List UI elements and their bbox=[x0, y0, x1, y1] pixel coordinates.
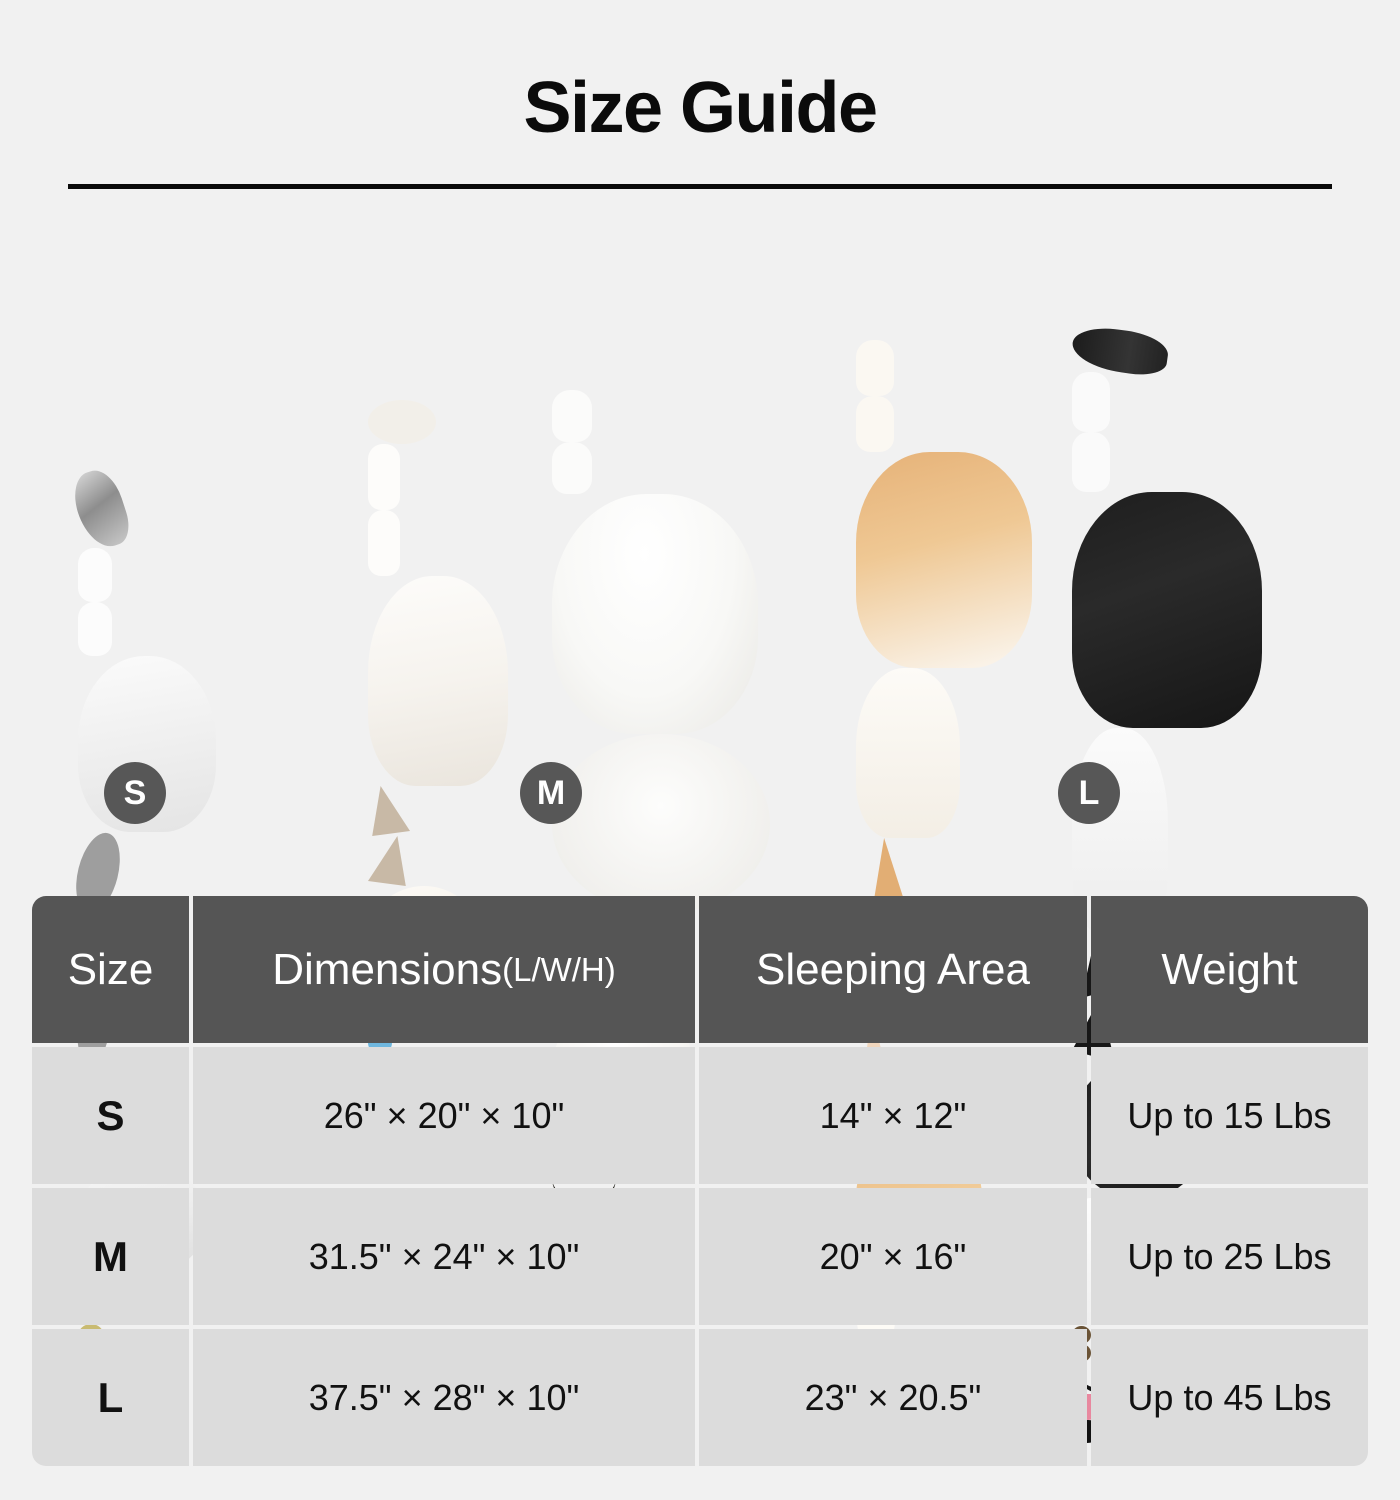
cell-size: M bbox=[32, 1188, 189, 1325]
pomeranian-body bbox=[552, 494, 758, 734]
collie-foreleg-left bbox=[1072, 372, 1110, 432]
table-row: L 37.5" × 28" × 10" 23" × 20.5" Up to 45… bbox=[32, 1329, 1368, 1466]
column-header-size: Size bbox=[32, 896, 189, 1043]
tabby-cat-illustration bbox=[67, 464, 278, 1391]
page-title: Size Guide bbox=[523, 68, 878, 148]
ragdoll-tail bbox=[368, 400, 436, 444]
cat-tail bbox=[67, 464, 135, 554]
size-badge-m: M bbox=[520, 762, 582, 824]
size-badge-s: S bbox=[104, 762, 166, 824]
cell-size: L bbox=[32, 1329, 189, 1466]
corgi-foreleg-left bbox=[856, 340, 894, 396]
collie-body bbox=[1072, 492, 1262, 728]
cat-foreleg-left bbox=[78, 548, 112, 602]
cell-dimensions: 37.5" × 28" × 10" bbox=[193, 1329, 695, 1466]
cell-sleeping-area: 20" × 16" bbox=[699, 1188, 1087, 1325]
ragdoll-ear-right bbox=[368, 836, 406, 886]
ragdoll-body bbox=[368, 576, 508, 786]
title-divider bbox=[68, 184, 1332, 189]
cell-sleeping-area: 14" × 12" bbox=[699, 1047, 1087, 1184]
column-header-dimensions: Dimensions (L/W/H) bbox=[193, 896, 695, 1043]
column-header-sleeping-area: Sleeping Area bbox=[699, 896, 1087, 1043]
ragdoll-foreleg-right bbox=[368, 510, 400, 576]
table-header-row: Size Dimensions (L/W/H) Sleeping Area Wei… bbox=[32, 896, 1368, 1043]
corgi-foreleg-right bbox=[856, 396, 894, 452]
pomeranian-foreleg-left bbox=[552, 390, 592, 442]
pomeranian-illustration bbox=[552, 390, 770, 1244]
page-header: Size Guide bbox=[0, 72, 1400, 144]
cell-dimensions: 31.5" × 24" × 10" bbox=[193, 1188, 695, 1325]
animal-showcase bbox=[0, 300, 1400, 1461]
ragdoll-cat-illustration bbox=[368, 400, 548, 1114]
cell-weight: Up to 25 Lbs bbox=[1091, 1188, 1368, 1325]
cat-foreleg-right bbox=[78, 602, 112, 656]
corgi-chest bbox=[856, 668, 960, 838]
cell-weight: Up to 15 Lbs bbox=[1091, 1047, 1368, 1184]
border-collie-illustration bbox=[1069, 323, 1342, 1443]
column-header-weight: Weight bbox=[1091, 896, 1368, 1043]
ragdoll-ear-left bbox=[372, 786, 410, 836]
cell-size: S bbox=[32, 1047, 189, 1184]
ragdoll-foreleg-left bbox=[368, 444, 400, 510]
collie-tail bbox=[1069, 323, 1171, 379]
corgi-body bbox=[856, 452, 1032, 668]
size-table: Size Dimensions (L/W/H) Sleeping Area Wei… bbox=[32, 896, 1368, 1466]
collie-foreleg-right bbox=[1072, 432, 1110, 492]
table-row: M 31.5" × 24" × 10" 20" × 16" Up to 25 L… bbox=[32, 1188, 1368, 1325]
table-row: S 26" × 20" × 10" 14" × 12" Up to 15 Lbs bbox=[32, 1047, 1368, 1184]
cell-dimensions: 26" × 20" × 10" bbox=[193, 1047, 695, 1184]
column-header-dimensions-sub: (L/W/H) bbox=[502, 950, 616, 988]
cell-sleeping-area: 23" × 20.5" bbox=[699, 1329, 1087, 1466]
corgi-illustration bbox=[856, 340, 1076, 1461]
column-header-dimensions-label: Dimensions bbox=[272, 944, 503, 994]
size-badge-l: L bbox=[1058, 762, 1120, 824]
cell-weight: Up to 45 Lbs bbox=[1091, 1329, 1368, 1466]
pomeranian-foreleg-right bbox=[552, 442, 592, 494]
pomeranian-fur-fluff bbox=[552, 734, 770, 914]
